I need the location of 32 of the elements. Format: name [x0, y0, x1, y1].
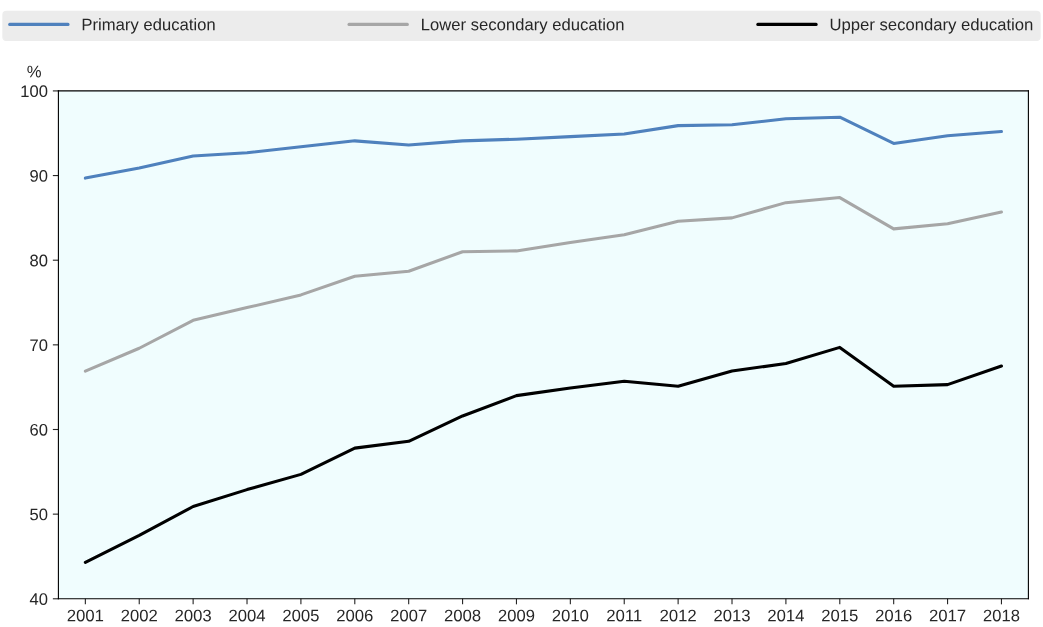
- x-tick-label: 2011: [607, 609, 642, 622]
- line-series: [83, 115, 1003, 180]
- x-tick-label: 2012: [660, 609, 696, 622]
- y-tick-label: 70: [30, 339, 48, 352]
- x-tick-label: 2018: [983, 609, 1020, 622]
- x-tick-label: 2017: [929, 609, 966, 622]
- x-tick-label: 2015: [822, 609, 858, 622]
- x-tick-label: 2004: [229, 609, 266, 622]
- legend-label: Primary education: [82, 18, 215, 34]
- y-axis-title: %: [27, 65, 41, 78]
- x-tick-label: 2006: [337, 609, 373, 622]
- y-tick-label: 40: [29, 593, 48, 605]
- x-tick-label: 2016: [875, 609, 912, 622]
- x-tick-label: 2009: [498, 609, 535, 622]
- y-tick-label: 100: [21, 85, 48, 98]
- x-tick-label: 2003: [175, 609, 211, 622]
- x-tick-label: 2014: [768, 609, 804, 622]
- x-tick-label: 2013: [714, 609, 750, 622]
- legend-label: Lower secondary education: [422, 18, 624, 34]
- x-tick-label: 2002: [121, 609, 157, 622]
- y-tick-label: 90: [30, 169, 48, 182]
- x-tick-label: 2005: [283, 609, 319, 622]
- x-tick-label: 2010: [552, 609, 589, 622]
- line-series: [83, 196, 1003, 373]
- x-tick-label: 2007: [390, 609, 427, 622]
- legend-label: Upper secondary education: [830, 18, 1033, 34]
- line-series: [83, 345, 1003, 564]
- y-tick-label: 50: [30, 508, 48, 521]
- x-tick-label: 2001: [67, 609, 104, 622]
- y-tick-label: 60: [30, 423, 48, 436]
- x-tick-label: 2008: [444, 609, 481, 622]
- y-tick-label: 80: [30, 254, 48, 267]
